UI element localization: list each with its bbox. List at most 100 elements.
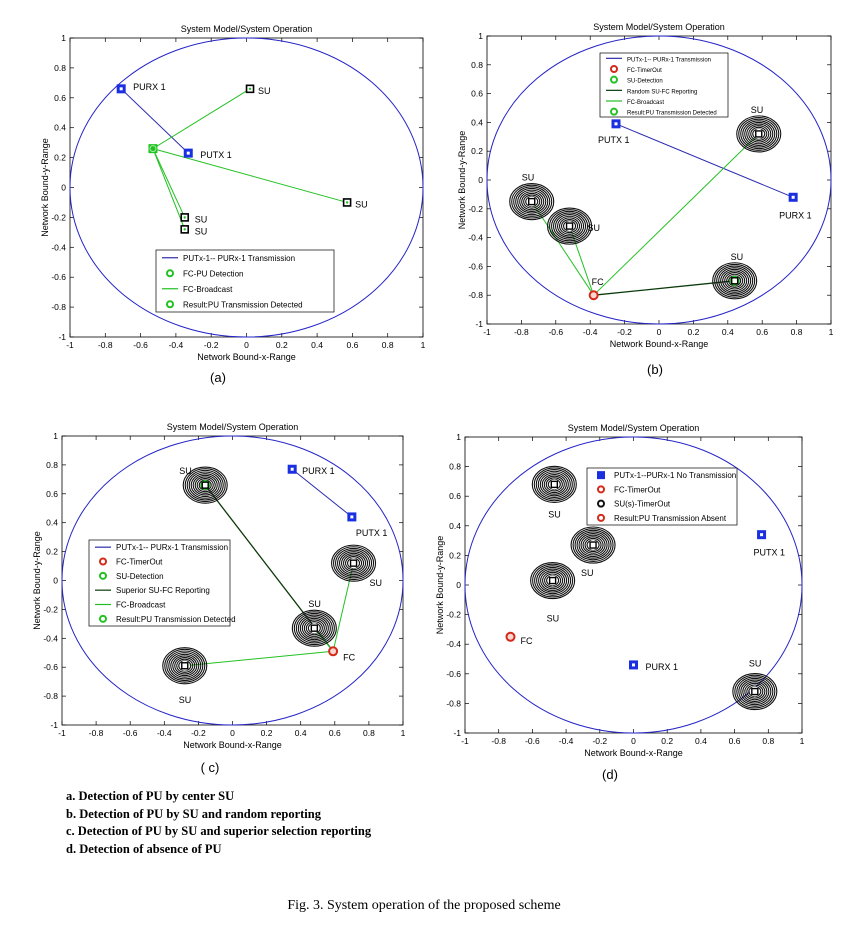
su-ring <box>744 682 766 701</box>
su-ring <box>531 465 577 503</box>
y-tick-label: -1 <box>453 728 461 738</box>
su-dot <box>183 216 186 219</box>
y-tick-label: -0.4 <box>51 242 66 252</box>
legend-label: Result:PU Transmission Detected <box>183 300 303 309</box>
node-label: SU <box>547 614 560 624</box>
su-ring <box>748 125 770 143</box>
link-pu <box>291 468 353 518</box>
node-label: PUTX 1 <box>598 135 630 145</box>
su-detect-marker <box>200 480 211 491</box>
su-ring <box>712 262 758 300</box>
x-tick-label: -1 <box>483 327 491 337</box>
x-tick-label: -0.8 <box>89 728 104 738</box>
y-tick-label: -0.8 <box>51 302 66 312</box>
caption-d: d. Detection of absence of PU <box>66 841 222 856</box>
x-tick-label: 0.6 <box>729 736 741 746</box>
legend-marker <box>99 571 107 580</box>
network-boundary <box>464 436 803 734</box>
link-broadcast <box>152 148 186 218</box>
legend-label: FC-Broadcast <box>183 285 233 294</box>
legend-marker <box>610 107 618 116</box>
legend-marker <box>166 269 174 278</box>
x-axis-label: Network Bound-x-Range <box>183 740 282 750</box>
x-axis-label: Network Bound-x-Range <box>197 352 296 362</box>
su-ring <box>519 191 545 212</box>
su-ring <box>337 549 371 577</box>
link-broadcast <box>152 148 186 230</box>
x-tick-label: 0 <box>631 736 636 746</box>
panel-label: (b) <box>647 362 663 377</box>
legend-label: FC-TimerOut <box>627 68 662 74</box>
x-tick-label: 0.2 <box>276 340 288 350</box>
su-ring <box>182 466 228 504</box>
y-tick-label: -0.8 <box>43 691 58 701</box>
node-label: SU <box>179 466 192 476</box>
legend-box <box>88 539 231 627</box>
su-ring <box>523 194 541 209</box>
y-tick-label: 0.6 <box>471 89 483 99</box>
x-tick-label: -0.8 <box>514 327 529 337</box>
subfigure-captions: a. Detection of PU by center SU b. Detec… <box>66 788 371 858</box>
x-tick-label: -0.6 <box>525 736 540 746</box>
x-tick-label: -1 <box>461 736 469 746</box>
x-tick-label: 0.8 <box>382 340 394 350</box>
su-ring <box>726 273 744 288</box>
su-ring <box>570 526 616 564</box>
su-marker <box>349 559 358 567</box>
x-tick-label: 0.8 <box>363 728 375 738</box>
y-tick-label: -0.6 <box>446 669 461 679</box>
su-marker <box>751 687 759 696</box>
node-label: SU <box>308 599 321 609</box>
y-axis-label: Network Bound-y-Range <box>32 531 42 630</box>
legend-marker <box>597 471 605 480</box>
su-ring <box>533 467 575 502</box>
su-ring <box>168 652 202 680</box>
figure-caption: Fig. 3. System operation of the proposed… <box>287 898 561 913</box>
legend-label: SU-Detection <box>627 79 663 85</box>
node-label: SU <box>749 659 762 669</box>
x-tick-label: 0.4 <box>722 327 734 337</box>
legend-box <box>599 52 729 118</box>
su-marker <box>528 197 536 206</box>
su-ring <box>551 210 589 242</box>
node-label: FC <box>343 652 355 662</box>
y-tick-label: 0.4 <box>449 521 461 531</box>
x-tick-label: -0.4 <box>583 327 598 337</box>
legend-label: PUTx-1-- PURx-1 Transmission <box>627 57 711 63</box>
su-ring <box>174 657 196 675</box>
y-axis-label: Network Bound-y-Range <box>40 138 50 237</box>
legend-label: PUTx-1--PURx-1 No Transmission <box>614 471 736 480</box>
chart-title: System Model/System Operation <box>593 22 725 32</box>
su-ring <box>517 189 547 214</box>
link-pu <box>615 123 794 198</box>
x-tick-label: 0 <box>657 327 662 337</box>
su-ring <box>740 118 778 150</box>
su-ring <box>543 475 565 494</box>
legend-marker <box>597 499 605 508</box>
link-broadcast <box>152 88 251 150</box>
x-tick-label: -0.2 <box>204 340 219 350</box>
node-label: SU <box>731 252 744 262</box>
x-tick-label: 0.2 <box>261 728 273 738</box>
chart-title: System Model/System Operation <box>568 423 700 433</box>
legend-label: Result:PU Transmission Detected <box>627 111 717 117</box>
x-tick-label: -1 <box>58 728 66 738</box>
caption-b: b. Detection of PU by SU and random repo… <box>66 806 321 821</box>
su-ring <box>716 265 754 297</box>
y-tick-label: 0.4 <box>471 117 483 127</box>
fc-marker <box>148 144 158 154</box>
su-ring <box>544 573 562 588</box>
y-tick-label: -1 <box>58 332 66 342</box>
y-tick-label: 0.4 <box>54 123 66 133</box>
x-axis-label: Network Bound-x-Range <box>610 339 709 349</box>
su-ring <box>532 563 574 598</box>
su-marker <box>550 480 559 489</box>
su-ring <box>746 684 764 699</box>
su-ring <box>720 268 750 293</box>
su-ring <box>509 183 555 221</box>
caption-a: a. Detection of PU by center SU <box>66 789 235 803</box>
y-tick-label: 0 <box>53 576 58 586</box>
y-tick-label: -0.8 <box>468 290 483 300</box>
link-pu <box>120 88 189 154</box>
